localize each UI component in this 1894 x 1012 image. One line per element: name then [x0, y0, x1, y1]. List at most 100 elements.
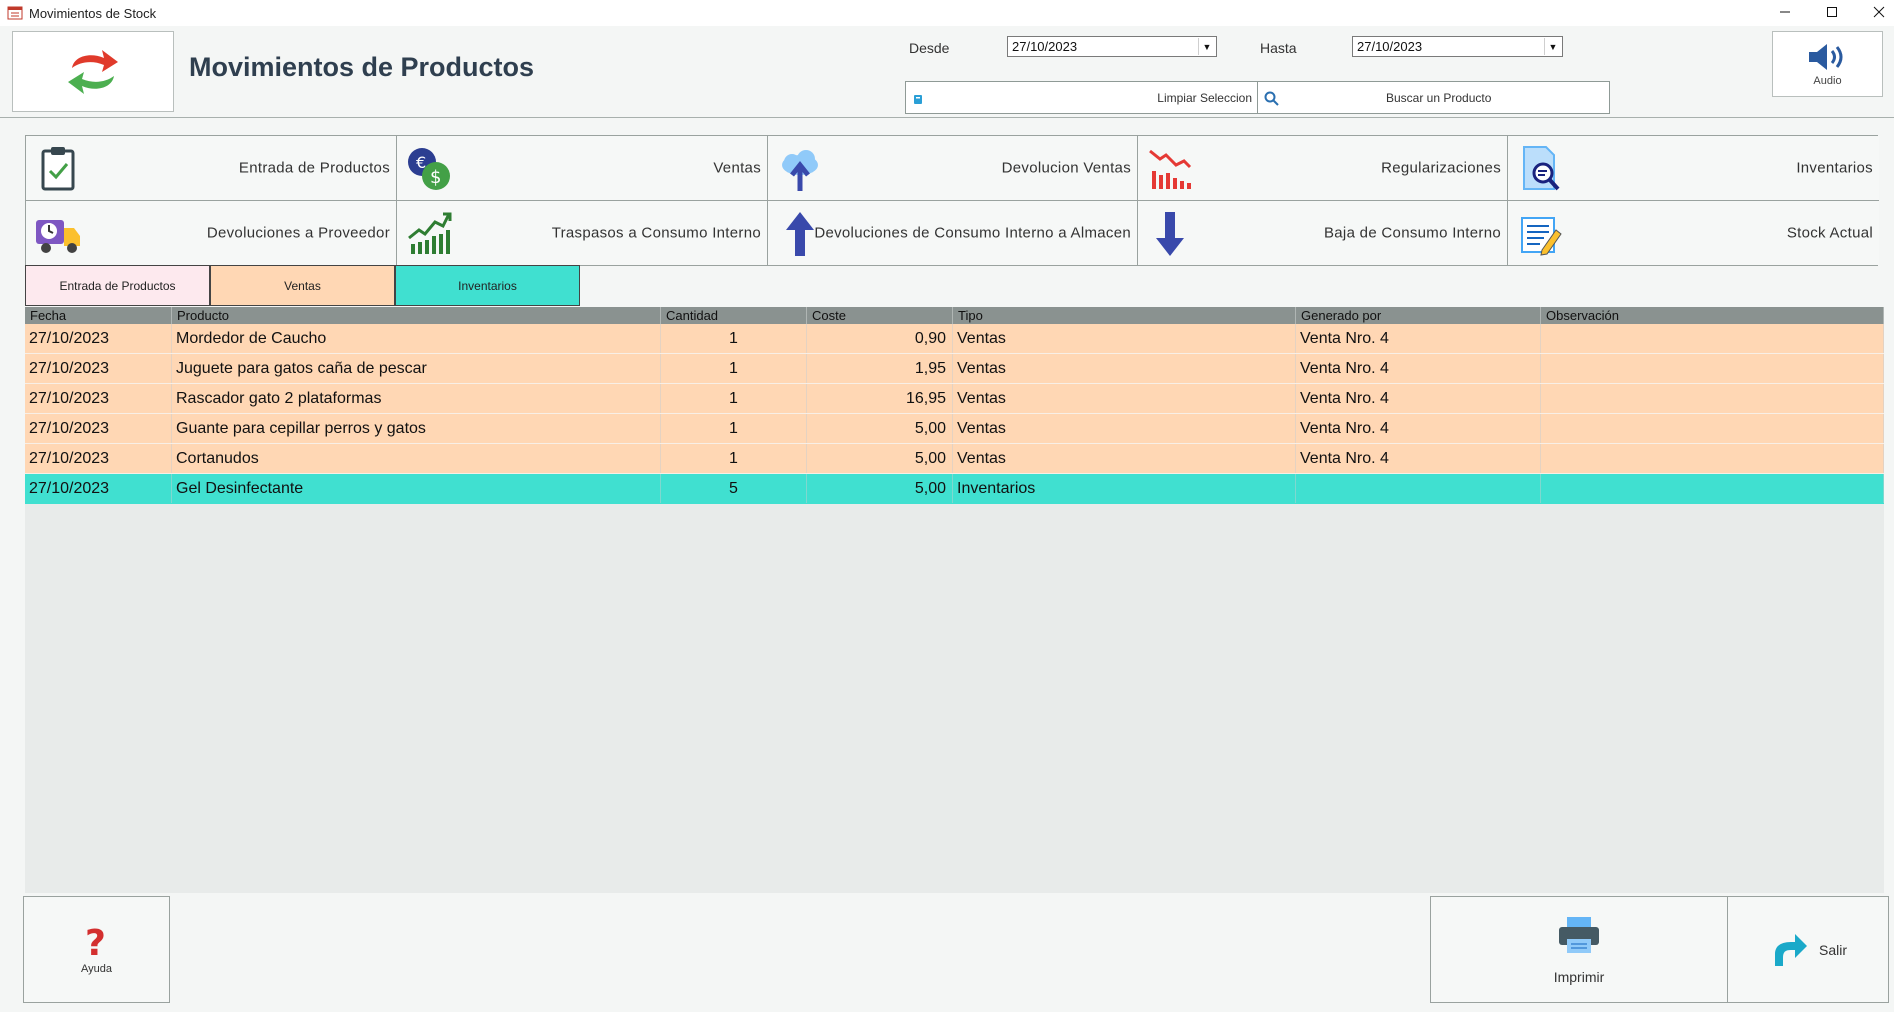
module-label: Devolucion Ventas — [1001, 159, 1131, 177]
module-grid: Entrada de Productos € $ Ventas Devolucio… — [25, 135, 1879, 266]
print-label: Imprimir — [1553, 968, 1605, 985]
module-label: Devoluciones a Proveedor — [206, 224, 390, 242]
chevron-down-icon[interactable]: ▼ — [1544, 38, 1561, 55]
help-button[interactable]: ? Ayuda — [23, 896, 170, 1003]
maximize-icon — [1827, 7, 1837, 17]
module-ventas[interactable]: € $ Ventas — [397, 136, 768, 201]
exit-button[interactable]: Salir — [1727, 896, 1889, 1003]
module-devolucion-ventas[interactable]: Devolucion Ventas — [768, 136, 1138, 201]
module-label: Stock Actual — [1786, 224, 1873, 242]
search-icon — [1264, 91, 1279, 106]
print-button[interactable]: Imprimir — [1430, 896, 1728, 1003]
module-label: Entrada de Productos — [238, 159, 390, 177]
cell-cantidad: 5 — [661, 474, 807, 503]
minimize-icon — [1780, 11, 1790, 13]
module-traspasos-consumo[interactable]: Traspasos a Consumo Interno — [397, 201, 768, 265]
module-baja-consumo[interactable]: Baja de Consumo Interno — [1138, 201, 1508, 265]
module-label: Inventarios — [1796, 159, 1873, 177]
exit-arrow-icon — [1774, 933, 1807, 966]
module-devoluciones-proveedor[interactable]: Devoluciones a Proveedor — [26, 201, 397, 265]
cell-fecha: 27/10/2023 — [25, 444, 172, 473]
cell-coste: 5,00 — [807, 414, 953, 443]
logo-refresh-button[interactable] — [12, 31, 174, 112]
cell-observacion — [1541, 324, 1884, 353]
column-header-producto[interactable]: Producto — [172, 307, 661, 324]
module-entrada-productos[interactable]: Entrada de Productos — [26, 136, 397, 201]
help-label: Ayuda — [81, 962, 112, 975]
cell-coste: 5,00 — [807, 444, 953, 473]
table-row[interactable]: 27/10/2023 Cortanudos 1 5,00 Ventas Vent… — [25, 444, 1884, 474]
cell-tipo: Ventas — [953, 384, 1296, 413]
module-label: Traspasos a Consumo Interno — [551, 224, 761, 242]
module-label: Devoluciones de Consumo Interno a Almace… — [814, 224, 1131, 242]
table-header: Fecha Producto Cantidad Coste Tipo Gener… — [25, 307, 1884, 324]
module-inventarios[interactable]: Inventarios — [1508, 136, 1879, 201]
filter-inventarios[interactable]: Inventarios — [395, 265, 580, 306]
clear-selection-label: Limpiar Seleccion — [1157, 90, 1252, 105]
chart-up-icon — [408, 212, 452, 254]
table-row[interactable]: 27/10/2023 Juguete para gatos caña de pe… — [25, 354, 1884, 384]
column-header-tipo[interactable]: Tipo — [953, 307, 1296, 324]
cell-fecha: 27/10/2023 — [25, 474, 172, 503]
app-icon — [7, 6, 23, 20]
cell-tipo: Ventas — [953, 324, 1296, 353]
page-title: Movimientos de Productos — [189, 52, 535, 82]
cell-producto: Cortanudos — [172, 444, 661, 473]
desde-date-picker[interactable]: 27/10/2023 ▼ — [1007, 36, 1217, 57]
table-row[interactable]: 27/10/2023 Gel Desinfectante 5 5,00 Inve… — [25, 474, 1884, 504]
cell-cantidad: 1 — [661, 324, 807, 353]
cell-coste: 1,95 — [807, 354, 953, 383]
cell-coste: 5,00 — [807, 474, 953, 503]
cell-generado: Venta Nro. 4 — [1296, 384, 1541, 413]
module-devoluciones-consumo-almacen[interactable]: Devoluciones de Consumo Interno a Almace… — [768, 201, 1138, 265]
column-header-generado[interactable]: Generado por — [1296, 307, 1541, 324]
eraser-icon — [914, 95, 922, 104]
desde-date-value: 27/10/2023 — [1012, 39, 1078, 54]
table-row[interactable]: 27/10/2023 Rascador gato 2 plataformas 1… — [25, 384, 1884, 414]
cell-tipo: Ventas — [953, 414, 1296, 443]
clear-selection-button[interactable]: Limpiar Seleccion — [906, 82, 1258, 113]
column-header-cantidad[interactable]: Cantidad — [661, 307, 807, 324]
maximize-button[interactable] — [1809, 0, 1855, 24]
document-edit-icon — [1521, 217, 1562, 256]
module-stock-actual[interactable]: Stock Actual — [1508, 201, 1879, 265]
filter-ventas[interactable]: Ventas — [210, 265, 395, 306]
close-button[interactable] — [1856, 0, 1894, 24]
cell-observacion — [1541, 354, 1884, 383]
module-regularizaciones[interactable]: Regularizaciones — [1138, 136, 1508, 201]
cell-generado: Venta Nro. 4 — [1296, 354, 1541, 383]
search-product-button[interactable]: Buscar un Producto — [1258, 82, 1609, 113]
title-bar: Movimientos de Stock — [0, 0, 1894, 26]
arrow-up-icon — [786, 212, 814, 256]
hasta-date-picker[interactable]: 27/10/2023 ▼ — [1352, 36, 1563, 57]
minimize-button[interactable] — [1762, 0, 1808, 24]
refresh-arrows-icon — [68, 49, 118, 94]
module-label: Baja de Consumo Interno — [1323, 224, 1501, 242]
cell-fecha: 27/10/2023 — [25, 414, 172, 443]
table-row[interactable]: 27/10/2023 Mordedor de Caucho 1 0,90 Ven… — [25, 324, 1884, 354]
chevron-down-icon[interactable]: ▼ — [1198, 38, 1215, 55]
filter-entrada-productos[interactable]: Entrada de Productos — [25, 265, 210, 306]
cell-tipo: Ventas — [953, 354, 1296, 383]
cell-cantidad: 1 — [661, 384, 807, 413]
column-header-fecha[interactable]: Fecha — [25, 307, 172, 324]
column-header-observacion[interactable]: Observación — [1541, 307, 1884, 324]
svg-text:€: € — [416, 153, 426, 172]
cell-generado: Venta Nro. 4 — [1296, 414, 1541, 443]
cell-observacion — [1541, 444, 1884, 473]
chart-down-icon — [1149, 149, 1192, 189]
cell-tipo: Inventarios — [953, 474, 1296, 503]
audio-button[interactable]: Audio — [1772, 31, 1883, 97]
cell-generado — [1296, 474, 1541, 503]
module-label: Ventas — [713, 159, 761, 177]
cell-coste: 0,90 — [807, 324, 953, 353]
svg-text:?: ? — [85, 925, 106, 959]
cell-observacion — [1541, 384, 1884, 413]
arrow-down-icon — [1156, 212, 1184, 256]
audio-label: Audio — [1813, 74, 1842, 87]
cell-generado: Venta Nro. 4 — [1296, 444, 1541, 473]
cell-fecha: 27/10/2023 — [25, 384, 172, 413]
column-header-coste[interactable]: Coste — [807, 307, 953, 324]
svg-text:$: $ — [430, 167, 441, 188]
table-row[interactable]: 27/10/2023 Guante para cepillar perros y… — [25, 414, 1884, 444]
